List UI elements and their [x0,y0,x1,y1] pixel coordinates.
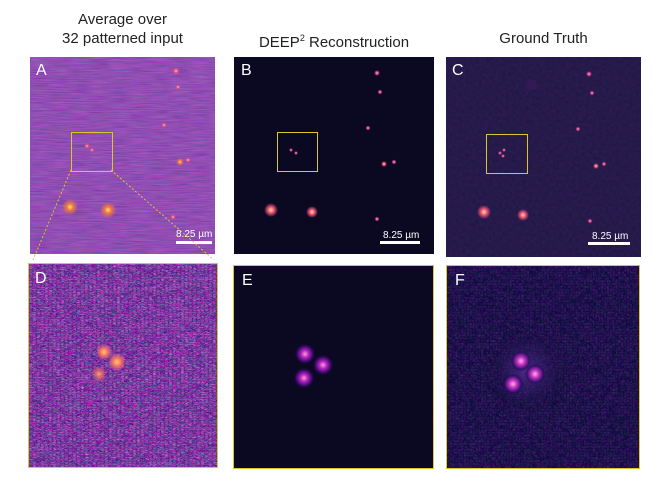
panel-f-label: F [455,272,465,289]
panel-b-scalebar-label: 8.25 µm [383,230,420,241]
panel-b-label: B [241,62,252,79]
panel-d-label: D [35,270,47,287]
panel-a-zoom-box [71,132,113,172]
panel-a-scalebar-label: 8.25 µm [176,229,213,240]
panel-c-scalebar-label: 8.25 µm [592,231,629,242]
panel-f-zoom-ground-truth: F [446,265,640,469]
panel-c-image [446,57,641,257]
panel-b-image [234,57,434,254]
panel-b-scalebar [380,241,420,244]
column-title-average-line2: 32 patterned input [62,30,183,47]
panel-e-image [234,266,433,468]
column-title-average: Average over 32 patterned input [30,10,215,48]
panel-c-scalebar [588,242,630,245]
panel-c-label: C [452,62,464,79]
panel-a-image [30,57,215,254]
column-title-reconstruction: DEEP2 Reconstruction [258,33,410,51]
panel-c-zoom-box [486,134,528,174]
panel-b-zoom-box [277,132,318,172]
panel-b-reconstruction-image: B 8.25 µm [234,57,434,254]
panel-f-image [447,266,639,468]
panel-d-zoom-average: D [28,263,218,468]
column-title-ground-truth: Ground Truth [499,30,588,47]
panel-e-zoom-reconstruction: E [233,265,434,469]
panel-a-label: A [36,62,47,79]
panel-a-scalebar [176,241,212,244]
column-title-average-line1: Average over [78,11,167,28]
panel-a-average-image: A 8.25 µm [30,57,215,254]
panel-c-ground-truth-image: C 8.25 µm [446,57,641,257]
panel-e-label: E [242,272,253,289]
panel-d-image [29,264,217,467]
